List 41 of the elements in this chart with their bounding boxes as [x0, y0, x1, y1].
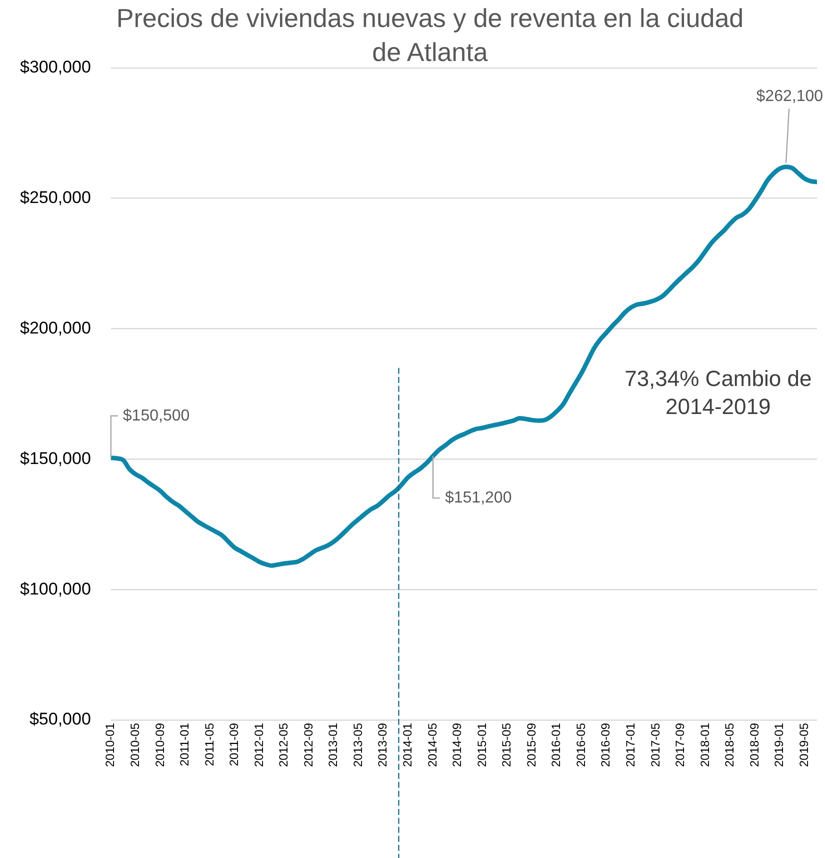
x-tick-label: 2016-05 [574, 722, 588, 768]
x-tick-label: 2010-01 [103, 722, 118, 768]
y-tick-label: $200,000 [20, 318, 91, 338]
annotation: $151,200 [444, 489, 512, 506]
x-tick-label: 2011-09 [227, 722, 242, 766]
y-tick-label: $250,000 [20, 188, 91, 208]
x-tick-label: 2019-05 [796, 722, 811, 768]
x-tick-label: 2017-01 [624, 722, 638, 768]
annotation: $150,500 [122, 407, 190, 424]
x-tick-label: 2019-01 [772, 722, 786, 768]
x-tick-label: 2013-09 [376, 722, 390, 768]
x-tick-label: 2015-01 [474, 722, 489, 768]
x-tick-label: 2016-01 [549, 722, 564, 768]
x-tick-label: 2010-05 [128, 722, 142, 768]
x-tick-label: 2011-05 [202, 722, 216, 766]
x-tick-label: 2018-01 [698, 722, 712, 768]
x-tick-label: 2017-05 [648, 722, 662, 768]
x-tick-label: 2018-09 [747, 722, 762, 768]
x-tick-label: 2010-09 [152, 722, 167, 768]
x-tick-label: 2017-09 [673, 722, 688, 768]
y-tick-label: $50,000 [29, 710, 91, 729]
x-tick-label: 2014-05 [425, 722, 440, 768]
x-tick-label: 2014-09 [450, 722, 464, 768]
chart-title: Precios de viviendas nuevas y de reventa en la ciudad de Atlanta [115, 2, 745, 69]
line-series [110, 164, 817, 568]
x-tick-label: 2018-05 [722, 722, 737, 768]
x-tick-label: 2014-01 [400, 722, 415, 768]
x-tick-label: 2015-05 [500, 722, 514, 768]
x-tick-label: 2012-09 [301, 722, 316, 768]
x-tick-label: 2012-05 [276, 722, 291, 768]
y-tick-label: $300,000 [20, 58, 91, 77]
annotation: 73,34% Cambio de 2014-2019 [624, 366, 812, 420]
annotation: $262,100 [756, 88, 824, 106]
y-tick-label: $100,000 [20, 579, 91, 598]
x-tick-label: 2013-05 [350, 722, 365, 768]
x-tick-label: 2016-09 [598, 722, 613, 768]
x-tick-label: 2013-01 [326, 722, 340, 768]
x-tick-label: 2011-01 [178, 722, 192, 766]
y-tick-label: $150,000 [20, 448, 91, 468]
x-tick-label: 2012-01 [252, 722, 266, 768]
x-tick-label: 2015-09 [524, 722, 538, 768]
